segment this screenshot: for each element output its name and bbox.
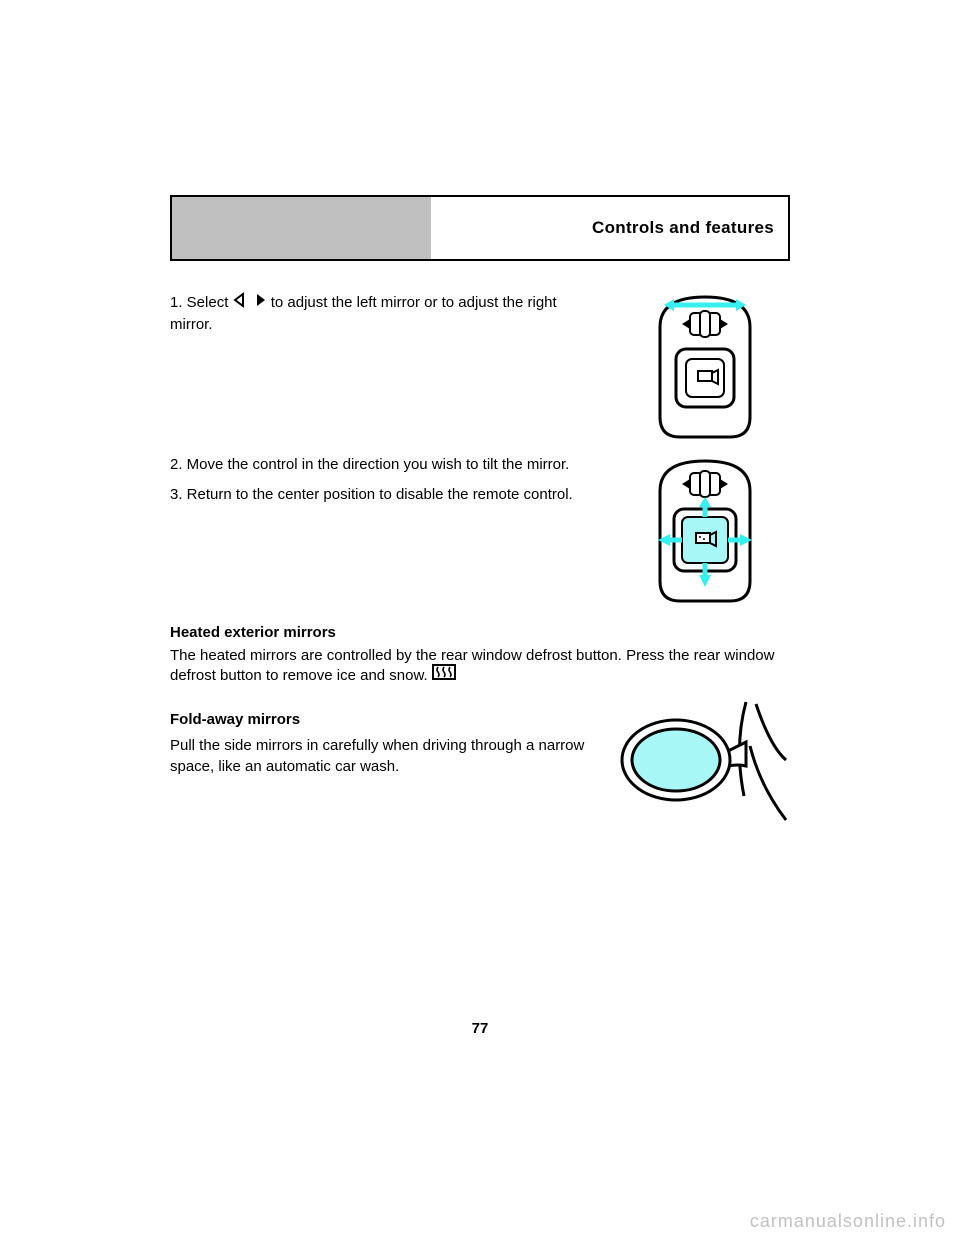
step1-post: to adjust the left mirror or to adjust t… (170, 294, 557, 333)
step-2-text: 2. Move the control in the direction you… (170, 455, 602, 475)
steps-2-3-text: 2. Move the control in the direction you… (170, 455, 602, 516)
selector-diagram (640, 291, 770, 441)
watermark: carmanualsonline.info (750, 1211, 946, 1232)
step-2-figure (620, 455, 790, 610)
page-header-bar: Controls and features (170, 195, 790, 261)
step1-pre: 1. Select (170, 294, 228, 311)
heated-text: The heated mirrors are controlled by the… (170, 647, 790, 686)
step-3-text: 3. Return to the center position to disa… (170, 485, 602, 505)
heated-text-content: The heated mirrors are controlled by the… (170, 647, 774, 684)
defrost-icon (432, 664, 456, 686)
mirror-left-right-icon (233, 291, 267, 315)
tilt-diagram (640, 455, 770, 610)
step-1-text: 1. Select to adjust the left mirror or t… (170, 291, 602, 346)
fold-figure (610, 696, 790, 826)
step-2-3-row: 2. Move the control in the direction you… (170, 455, 790, 610)
page-content: Controls and features 1. Select to adjus… (170, 195, 790, 840)
fold-paragraph: Pull the side mirrors in carefully when … (170, 736, 592, 777)
fold-title: Fold-away mirrors (170, 710, 592, 730)
step-1-figure (620, 291, 790, 441)
step-1-row: 1. Select to adjust the left mirror or t… (170, 291, 790, 441)
side-mirror-diagram (610, 696, 790, 826)
fold-row: Fold-away mirrors Pull the side mirrors … (170, 696, 790, 826)
fold-text-col: Fold-away mirrors Pull the side mirrors … (170, 696, 592, 787)
page-number: 77 (472, 1020, 489, 1037)
heated-title: Heated exterior mirrors (170, 624, 790, 641)
page-header-title: Controls and features (592, 218, 774, 238)
page-footer: 77 (170, 1020, 790, 1037)
